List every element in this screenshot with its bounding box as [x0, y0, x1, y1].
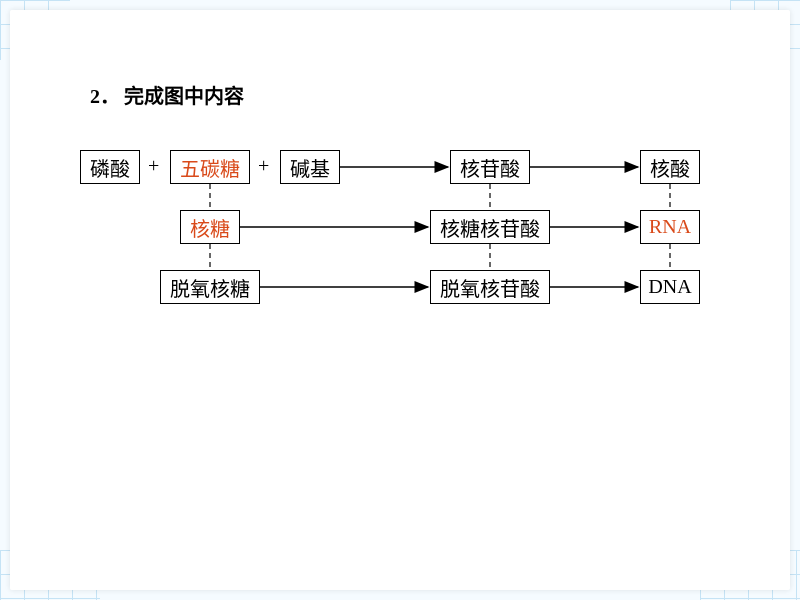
node-deoxyribose: 脱氧核糖	[160, 270, 260, 304]
node-base: 碱基	[280, 150, 340, 184]
flowchart-diagram: 磷酸五碳糖碱基 核苷酸 核酸核糖 核糖核苷酸 RNA 脱氧核糖 脱氧核苷酸 DNA + +	[80, 150, 740, 370]
plus-sign-0: +	[148, 155, 159, 178]
node-ribonuc: 核糖核苷酸	[430, 210, 550, 244]
node-deoxynuc: 脱氧核苷酸	[430, 270, 550, 304]
title-number: 2．	[90, 86, 120, 108]
node-nucleicacid: 核酸	[640, 150, 700, 184]
slide-card: 2．完成图中内容 磷酸五碳糖碱基 核苷酸 核酸核糖 核糖核苷酸 RNA 脱氧核糖 脱氧核苷酸…	[10, 10, 790, 590]
node-dna: DNA	[640, 270, 700, 304]
title-text: 完成图中内容	[124, 86, 244, 108]
node-pentose: 五碳糖	[170, 150, 250, 184]
node-nucleotide: 核苷酸	[450, 150, 530, 184]
node-rna: RNA	[640, 210, 700, 244]
node-ribose: 核糖	[180, 210, 240, 244]
node-phosphate: 磷酸	[80, 150, 140, 184]
question-title: 2．完成图中内容	[90, 80, 244, 109]
plus-sign-1: +	[258, 155, 269, 178]
